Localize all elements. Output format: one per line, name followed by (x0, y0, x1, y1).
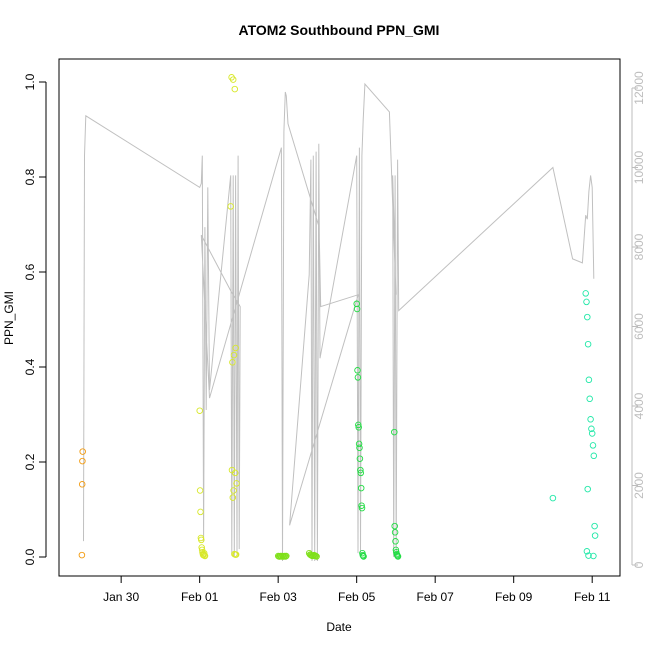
x-tick-label: Jan 30 (103, 590, 139, 604)
data-point (587, 416, 594, 423)
data-point (585, 552, 592, 559)
data-point (586, 395, 593, 403)
x-tick-label: Feb 07 (417, 590, 455, 604)
data-point (353, 305, 361, 313)
right-tick-label: 6000 (632, 313, 646, 340)
x-tick-label: Feb 03 (259, 590, 297, 604)
data-point (591, 522, 598, 530)
x-axis-label: Date (326, 620, 352, 634)
left-tick-label: 0.6 (23, 263, 37, 280)
x-tick-label: Feb 05 (338, 590, 376, 604)
data-point (590, 552, 597, 560)
plot-frame (58, 58, 621, 577)
right-tick-label: 12000 (632, 71, 646, 105)
data-point (197, 508, 204, 516)
data-point (79, 457, 86, 465)
left-y-axis: 0.0 0.2 0.4 0.6 0.8 1.0 (23, 73, 47, 565)
data-point (391, 522, 398, 530)
data-point (591, 532, 599, 539)
data-point (232, 551, 240, 558)
data-point (356, 455, 364, 462)
altitude-line (83, 82, 595, 562)
right-tick-label: 4000 (632, 392, 646, 419)
data-point (391, 529, 399, 536)
right-y-axis: 0 2000 4000 6000 8000 10000 12000 (631, 71, 646, 568)
left-tick-label: 0.0 (23, 548, 37, 565)
left-tick-label: 0.4 (23, 358, 37, 375)
data-point (584, 313, 591, 321)
data-point (196, 487, 204, 494)
data-point (394, 553, 402, 560)
data-point (582, 290, 589, 297)
data-point (355, 440, 363, 448)
data-point (230, 351, 238, 359)
data-point (231, 85, 239, 93)
data-point (585, 376, 593, 384)
data-point (357, 484, 365, 492)
data-point (360, 553, 367, 560)
right-tick-label: 8000 (632, 233, 646, 260)
x-axis: Jan 30 Feb 01 Feb 03 Feb 05 Feb 07 Feb 09 Feb … (103, 575, 611, 604)
data-point (358, 502, 365, 509)
data-point (391, 428, 398, 436)
data-point (356, 444, 363, 452)
data-point (78, 481, 86, 488)
data-point (358, 504, 366, 512)
left-tick-label: 0.2 (23, 453, 37, 470)
data-point (357, 469, 365, 477)
data-point (283, 552, 290, 560)
data-point (232, 344, 239, 352)
x-tick-label: Feb 09 (495, 590, 533, 604)
data-point (198, 536, 205, 544)
data-point (230, 487, 237, 494)
data-point (233, 480, 240, 487)
y-axis-label: PPN_GMI (2, 291, 16, 345)
data-point (229, 494, 237, 501)
data-point (588, 430, 596, 437)
data-point (196, 407, 203, 414)
data-point (231, 469, 239, 477)
chart-title: ATOM2 Southbound PPN_GMI (239, 22, 440, 38)
data-point (589, 442, 597, 449)
data-point (355, 421, 362, 429)
data-point (588, 425, 595, 433)
data-point (313, 553, 320, 560)
data-point (583, 298, 590, 306)
x-tick-label: Feb 11 (574, 590, 611, 604)
data-point (200, 549, 208, 557)
data-point (201, 552, 209, 560)
data-point (198, 544, 205, 551)
data-point (583, 548, 591, 555)
left-tick-label: 1.0 (23, 73, 37, 90)
x-tick-label: Feb 01 (181, 590, 219, 604)
right-tick-label: 10000 (632, 150, 646, 184)
data-point (227, 203, 234, 210)
data-point (357, 466, 364, 474)
data-point (392, 538, 399, 545)
data-points-layer (78, 74, 599, 560)
right-tick-label: 2000 (632, 472, 646, 499)
data-point (549, 494, 557, 502)
data-point (354, 374, 362, 381)
data-point (355, 424, 362, 431)
data-point (354, 367, 361, 374)
left-tick-label: 0.8 (23, 168, 37, 185)
data-point (78, 551, 86, 559)
right-tick-label: 0 (632, 561, 646, 568)
altitude-line-layer (83, 82, 595, 562)
data-point (229, 76, 237, 83)
data-point (79, 448, 86, 455)
data-point (584, 485, 591, 493)
data-point (590, 452, 598, 460)
data-point (229, 359, 236, 366)
data-point (584, 340, 592, 348)
